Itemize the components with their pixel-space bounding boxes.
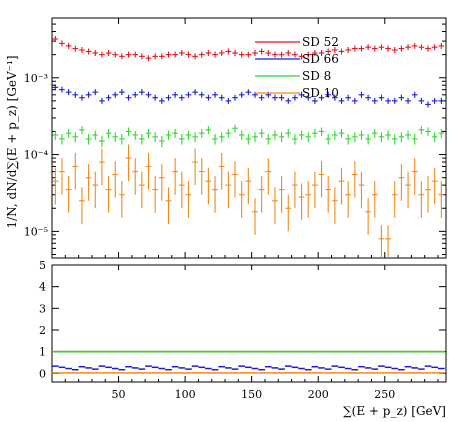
y-tick-label: 10⁻⁵ <box>24 225 48 238</box>
ratio-y-tick-label: 5 <box>39 259 46 272</box>
x-tick-label: 100 <box>175 388 196 401</box>
y-tick-label: 10⁻⁴ <box>24 149 49 162</box>
ratio-y-tick-label: 0 <box>39 367 46 380</box>
axis-labels: 1/N, dN/d∑(E + p_z) [GeV⁻¹] ∑(E + p_z) [… <box>5 56 446 419</box>
series-sd-66 <box>52 84 445 108</box>
x-tick-label: 50 <box>112 388 126 401</box>
ratio-sd-66 <box>52 365 445 371</box>
ratio-plot-frame <box>51 264 447 383</box>
ratio-y-tick-label: 3 <box>39 302 46 315</box>
x-tick-label: 250 <box>374 388 395 401</box>
ratio-y-tick-label: 2 <box>39 324 46 337</box>
legend-label: SD 52 <box>302 35 339 49</box>
main-plot-frame <box>51 17 447 259</box>
y-tick-label: 10⁻³ <box>24 72 48 85</box>
x-tick-label: 150 <box>241 388 262 401</box>
ratio-plot-panel: 50 100 150 200 250 0 1 2 3 4 5 <box>39 259 447 401</box>
legend-label: SD 66 <box>302 52 339 66</box>
x-axis-label: ∑(E + p_z) [GeV] <box>343 404 446 418</box>
y-axis-label: 1/N, dN/d∑(E + p_z) [GeV⁻¹] <box>5 56 19 229</box>
x-tick-label: 200 <box>308 388 329 401</box>
legend: SD 52 SD 66 SD 8 SD 10 <box>255 35 339 100</box>
main-plot-panel: 10⁻³ 10⁻⁴ 10⁻⁵ <box>24 17 447 259</box>
legend-label: SD 8 <box>302 69 331 83</box>
ratio-y-tick-label: 1 <box>39 346 46 359</box>
ratio-y-tick-label: 4 <box>39 281 46 294</box>
series-sd-10 <box>52 144 445 258</box>
ratio-sd-8 <box>52 350 445 353</box>
series-sd-8 <box>52 124 445 148</box>
series-sd-52 <box>52 35 445 62</box>
legend-label: SD 10 <box>302 86 339 100</box>
